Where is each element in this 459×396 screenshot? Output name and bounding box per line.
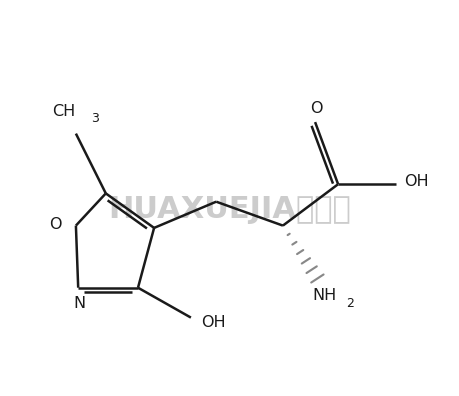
Text: O: O <box>49 217 62 232</box>
Text: N: N <box>73 296 85 311</box>
Text: 2: 2 <box>346 297 354 310</box>
Text: CH: CH <box>51 104 75 119</box>
Text: HUAXUEJIA化学加: HUAXUEJIA化学加 <box>108 195 351 224</box>
Text: OH: OH <box>403 174 428 189</box>
Text: O: O <box>309 101 322 116</box>
Text: NH: NH <box>312 287 336 303</box>
Text: OH: OH <box>200 315 225 330</box>
Text: 3: 3 <box>90 112 98 125</box>
